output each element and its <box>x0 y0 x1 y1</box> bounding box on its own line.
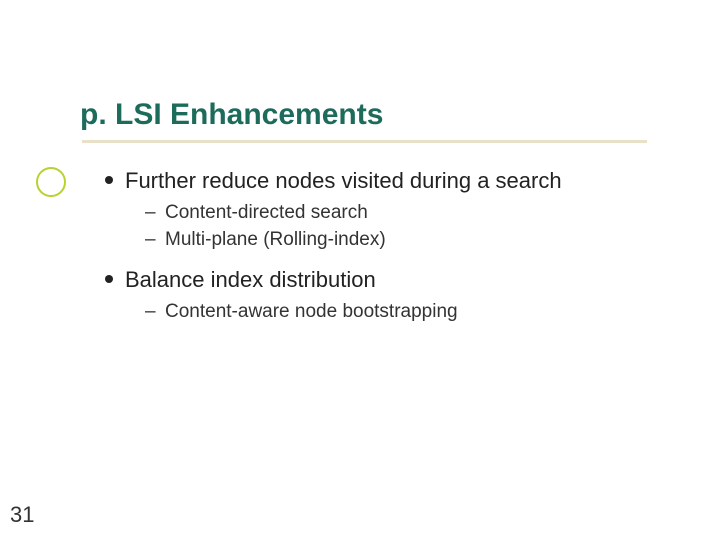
bullet-sub-group: Content-directed search Multi-plane (Rol… <box>105 200 665 253</box>
bullet-level1: Balance index distribution <box>105 265 665 295</box>
bullet-sub-group: Content-aware node bootstrapping <box>105 299 665 325</box>
title-block: p. LSI Enhancements <box>80 98 383 131</box>
bullet-text: Multi-plane (Rolling-index) <box>165 229 386 250</box>
slide-title: p. LSI Enhancements <box>80 98 383 131</box>
slide: p. LSI Enhancements Further reduce nodes… <box>0 0 720 540</box>
bullet-level1: Further reduce nodes visited during a se… <box>105 166 665 196</box>
accent-dot-icon <box>46 177 56 187</box>
bullet-level2: Content-aware node bootstrapping <box>105 299 665 325</box>
content-area: Further reduce nodes visited during a se… <box>105 166 665 336</box>
bullet-text: Further reduce nodes visited during a se… <box>125 168 562 193</box>
title-underline <box>82 140 647 143</box>
bullet-text: Content-aware node bootstrapping <box>165 301 458 322</box>
page-number: 31 <box>10 502 34 528</box>
bullet-text: Content-directed search <box>165 202 368 223</box>
bullet-text: Balance index distribution <box>125 267 376 292</box>
bullet-level2: Multi-plane (Rolling-index) <box>105 227 665 253</box>
bullet-level2: Content-directed search <box>105 200 665 226</box>
